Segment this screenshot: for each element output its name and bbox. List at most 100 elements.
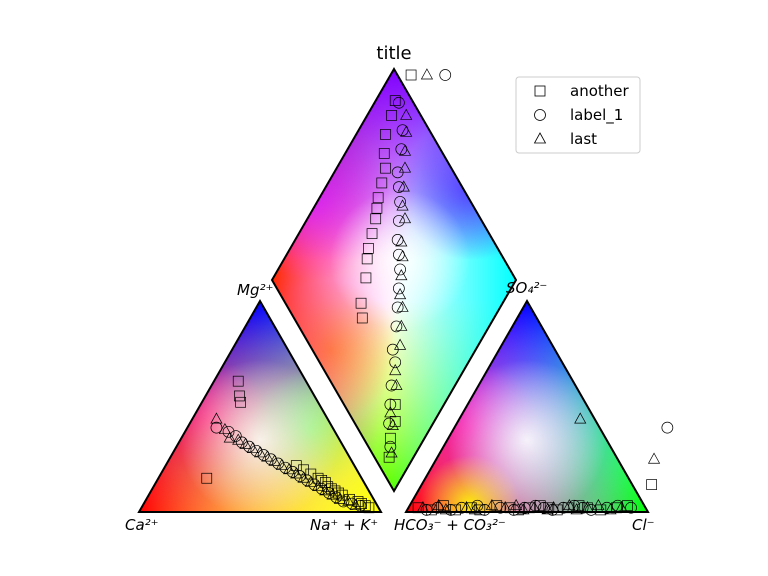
cation-point-last-0 — [210, 412, 223, 424]
label-nak: Na⁺ + K⁺ — [310, 516, 378, 534]
cation-point-another-9 — [319, 477, 331, 488]
diamond-point-another-7 — [361, 253, 373, 265]
anion-point-last-9 — [528, 501, 541, 513]
anion-point-last-5 — [485, 498, 499, 511]
cation-point-label_1-17 — [337, 495, 350, 508]
anion-point-another-13 — [562, 502, 574, 514]
central-diamond — [270, 67, 518, 493]
cation-point-last-18 — [342, 494, 355, 506]
cation-point-last-4 — [239, 437, 252, 449]
anion-point-last-11 — [547, 501, 560, 513]
diamond-point-another-5 — [355, 297, 367, 309]
anion-point-last-12 — [563, 498, 576, 511]
diamond-point-last-7 — [396, 300, 409, 312]
legend-label-another: another — [570, 82, 629, 100]
diamond-point-last-6 — [395, 319, 408, 331]
anion-point-another-4 — [465, 502, 477, 514]
diamond-point-last-17 — [400, 125, 413, 137]
cation-point-last-15 — [319, 484, 332, 496]
anion-point-another-12 — [551, 504, 563, 516]
cation-point-last-19 — [349, 498, 362, 511]
cation-point-last-9 — [275, 458, 288, 470]
diamond-point-another-8 — [363, 243, 374, 254]
cation-point-another-17 — [356, 498, 367, 509]
anion-point-label_1-14 — [576, 501, 589, 514]
anion-point-last-19 — [647, 452, 661, 464]
diamond-point-label_1-7 — [391, 301, 404, 314]
diamond-point-last-8 — [394, 288, 407, 300]
diamond-point-label_1-2 — [384, 398, 397, 411]
cation-point-last-14 — [311, 479, 325, 492]
anion-point-another-0 — [412, 502, 424, 514]
anion-point-another-14 — [573, 500, 585, 512]
anion-point-label_1-3 — [455, 501, 468, 514]
diamond-point-another-12 — [372, 192, 384, 204]
anion-point-label_1-6 — [494, 501, 507, 514]
anion-point-last-1 — [432, 498, 445, 511]
diamond-point-another-11 — [371, 202, 383, 214]
cation-point-another-2 — [235, 396, 246, 408]
data-markers — [201, 68, 674, 516]
anion-point-last-15 — [592, 498, 605, 511]
diamond-point-last-16 — [398, 144, 412, 156]
label-ca: Ca²⁺ — [125, 516, 159, 534]
diamond-point-last-5 — [394, 338, 407, 350]
diamond-point-last-19 — [420, 68, 434, 80]
label-mg: Mg²⁺ — [237, 281, 273, 299]
cation-point-another-5 — [298, 464, 309, 476]
cation-point-another-11 — [326, 483, 337, 495]
diamond-point-another-9 — [366, 228, 378, 239]
diamond-point-another-17 — [386, 110, 397, 121]
diamond-point-another-15 — [378, 148, 390, 159]
cation-point-another-1 — [234, 390, 245, 402]
diamond-point-label_1-8 — [393, 282, 405, 295]
legend: another label_1 last — [515, 76, 641, 154]
anion-point-another-18 — [622, 500, 633, 512]
cation-point-last-6 — [253, 446, 267, 458]
cation-point-last-10 — [282, 463, 296, 475]
diamond-point-last-1 — [386, 418, 399, 430]
anion-point-another-5 — [474, 504, 486, 516]
anion-point-another-15 — [582, 502, 593, 514]
label-so4: SO₄²⁻ — [506, 279, 547, 297]
diamond-point-another-4 — [356, 312, 368, 324]
chart-title: title — [376, 43, 411, 64]
cation-point-another-19 — [363, 502, 375, 514]
cation-point-last-12 — [297, 471, 310, 483]
diamond-point-label_1-13 — [394, 196, 406, 208]
label-cl: Cl⁻ — [632, 516, 655, 534]
diamond-point-last-4 — [389, 364, 402, 376]
diamond-point-last-2 — [384, 406, 397, 418]
anion-point-label_1-19 — [625, 501, 637, 514]
diamond-point-last-15 — [398, 161, 412, 173]
anion-point-last-6 — [499, 501, 512, 513]
anion-point-last-2 — [439, 503, 453, 515]
cation-point-last-2 — [223, 431, 236, 443]
cation-point-another-4 — [290, 460, 302, 471]
cation-point-last-11 — [290, 467, 303, 479]
cation-point-another-18 — [359, 500, 371, 512]
anion-point-label_1-13 — [568, 499, 581, 512]
cation-point-another-12 — [329, 485, 341, 497]
anion-triangle — [404, 298, 650, 513]
cation-point-last-3 — [232, 433, 245, 445]
cation-point-another-0 — [232, 375, 244, 387]
cation-point-another-8 — [316, 475, 328, 486]
diamond-point-label_1-12 — [393, 215, 405, 227]
diamond-point-another-18 — [389, 95, 401, 107]
anion-point-label_1-9 — [529, 499, 542, 512]
diamond-point-last-13 — [396, 199, 409, 211]
diamond-point-another-6 — [360, 272, 372, 284]
anion-point-label_1-18 — [661, 421, 674, 434]
anion-point-last-0 — [416, 501, 430, 513]
diamond-point-last-3 — [390, 378, 403, 390]
anion-point-another-2 — [438, 500, 449, 512]
cation-point-another-15 — [344, 493, 355, 505]
legend-label-label_1: label_1 — [570, 106, 623, 125]
cation-point-label_1-2 — [229, 430, 242, 442]
anion-point-last-8 — [517, 503, 530, 515]
diamond-point-label_1-6 — [390, 320, 403, 333]
cation-point-last-1 — [218, 422, 232, 435]
cation-point-last-17 — [333, 492, 346, 504]
